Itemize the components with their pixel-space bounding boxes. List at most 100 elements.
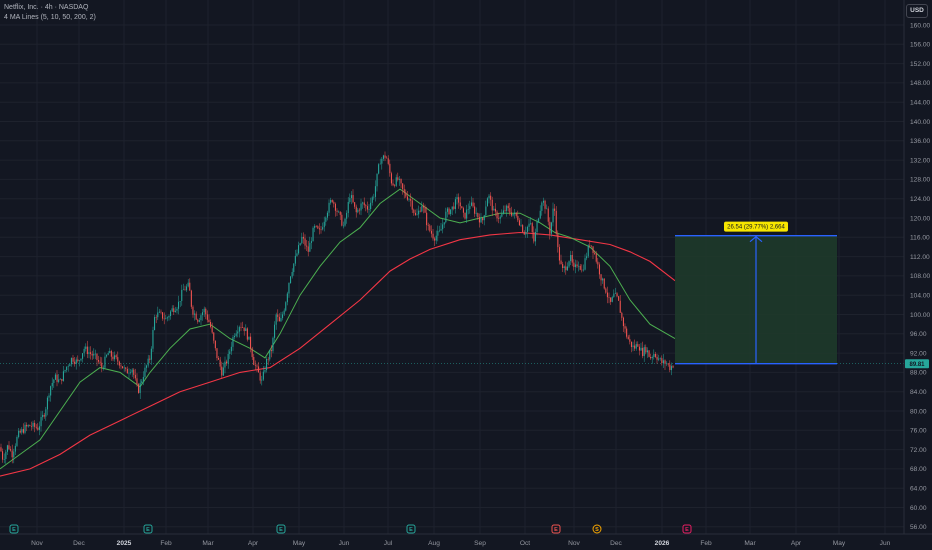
candle-body bbox=[541, 202, 543, 211]
candle-body bbox=[341, 214, 343, 226]
earnings-event-icon[interactable]: S bbox=[592, 524, 602, 534]
candle-body bbox=[366, 206, 368, 210]
candle-body bbox=[597, 261, 599, 265]
candle-body bbox=[162, 312, 164, 319]
candle-body bbox=[213, 332, 215, 341]
candle-body bbox=[418, 210, 420, 215]
candle-body bbox=[477, 213, 479, 218]
candle-body bbox=[357, 209, 359, 213]
candle-body bbox=[352, 195, 354, 203]
measure-tool[interactable]: 26.54 (29.77%) 2,664 bbox=[675, 221, 837, 365]
candle-body bbox=[374, 186, 376, 197]
candle-body bbox=[11, 450, 13, 458]
candle-body bbox=[0, 447, 2, 452]
candle-body bbox=[483, 215, 485, 221]
candle-body bbox=[542, 200, 544, 203]
earnings-event-icon[interactable]: E bbox=[406, 524, 416, 534]
candle-body bbox=[376, 173, 378, 187]
candle-body bbox=[630, 341, 632, 347]
candle-body bbox=[19, 430, 21, 433]
candle-body bbox=[14, 445, 16, 452]
candle-body bbox=[170, 311, 172, 316]
price-axis[interactable]: 160.00 156.00 152.00 148.00 144.00 140.00 136.… bbox=[903, 0, 932, 550]
candle-body bbox=[416, 214, 418, 216]
candle-body bbox=[178, 301, 180, 309]
candle-body bbox=[128, 372, 130, 374]
candle-body bbox=[234, 336, 236, 338]
candle-body bbox=[270, 350, 272, 352]
candle-body bbox=[650, 357, 652, 359]
candle-body bbox=[506, 205, 508, 211]
earnings-event-icon[interactable]: E bbox=[682, 524, 692, 534]
candle-body bbox=[360, 203, 362, 211]
candle-body bbox=[266, 359, 268, 371]
candle-body bbox=[658, 358, 660, 360]
candle-body bbox=[443, 222, 445, 225]
candle-body bbox=[163, 318, 165, 320]
candle-body bbox=[397, 177, 399, 180]
candle-body bbox=[578, 265, 580, 267]
earnings-event-icon[interactable]: E bbox=[143, 524, 153, 534]
candle-body bbox=[210, 322, 212, 327]
price-tick-label: 124.00 bbox=[910, 196, 931, 203]
candle-body bbox=[470, 202, 472, 206]
candle-body bbox=[86, 346, 88, 354]
candle-body bbox=[115, 355, 117, 358]
candle-body bbox=[85, 346, 87, 349]
candle-body bbox=[238, 327, 240, 332]
candle-body bbox=[8, 445, 10, 450]
candle-body bbox=[46, 397, 48, 410]
candle-body bbox=[42, 414, 44, 418]
candle-body bbox=[653, 354, 655, 357]
candle-body bbox=[422, 205, 424, 208]
candle-body bbox=[3, 459, 5, 460]
candle-body bbox=[237, 331, 239, 334]
price-tick-label: 152.00 bbox=[910, 61, 931, 68]
candle-body bbox=[133, 369, 135, 375]
symbol-title[interactable]: Netflix, Inc. · 4h · NASDAQ bbox=[4, 4, 89, 11]
candle-body bbox=[106, 355, 108, 357]
earnings-event-icon[interactable]: E bbox=[9, 524, 19, 534]
candle-body bbox=[386, 157, 388, 159]
candle-body bbox=[286, 293, 288, 303]
candle-body bbox=[317, 226, 319, 229]
indicator-title[interactable]: 4 MA Lines (5, 10, 50, 200, 2) bbox=[4, 14, 96, 21]
candle-body bbox=[587, 245, 589, 257]
candle-body bbox=[614, 293, 616, 294]
candle-body bbox=[480, 218, 482, 223]
candle-body bbox=[35, 426, 37, 428]
candle-body bbox=[168, 316, 170, 318]
candle-body bbox=[510, 212, 512, 216]
candle-body bbox=[515, 212, 517, 216]
candle-body bbox=[330, 200, 332, 203]
candle-body bbox=[582, 269, 584, 271]
candle-body bbox=[214, 340, 216, 349]
earnings-event-icon[interactable]: E bbox=[276, 524, 286, 534]
candle-body bbox=[146, 365, 148, 368]
time-tick-label: Mar bbox=[202, 540, 214, 547]
candle-body bbox=[379, 163, 381, 165]
candle-body bbox=[398, 179, 400, 180]
candle-body bbox=[245, 328, 247, 331]
candle-body bbox=[72, 357, 74, 362]
candle-body bbox=[454, 199, 456, 209]
candle-body bbox=[414, 212, 416, 215]
candle-body bbox=[102, 367, 104, 369]
time-axis[interactable]: Nov Dec 2025 Feb Mar Apr May Jun Jul Aug Sep Oct Nov… bbox=[0, 533, 932, 547]
candle-body bbox=[58, 379, 60, 382]
candle-body bbox=[522, 225, 524, 233]
earnings-event-icon[interactable]: E bbox=[551, 524, 561, 534]
event-marker-glyph: E bbox=[279, 527, 283, 533]
currency-button[interactable]: USD bbox=[906, 4, 928, 18]
event-marker-glyph: E bbox=[685, 527, 689, 533]
price-tick-label: 68.00 bbox=[910, 466, 927, 473]
candle-body bbox=[669, 364, 671, 370]
candle-body bbox=[75, 359, 77, 364]
candle-body bbox=[493, 208, 495, 211]
candle-body bbox=[10, 449, 12, 451]
candle-body bbox=[387, 158, 389, 164]
candle-body bbox=[640, 347, 642, 351]
candle-body bbox=[432, 233, 434, 239]
